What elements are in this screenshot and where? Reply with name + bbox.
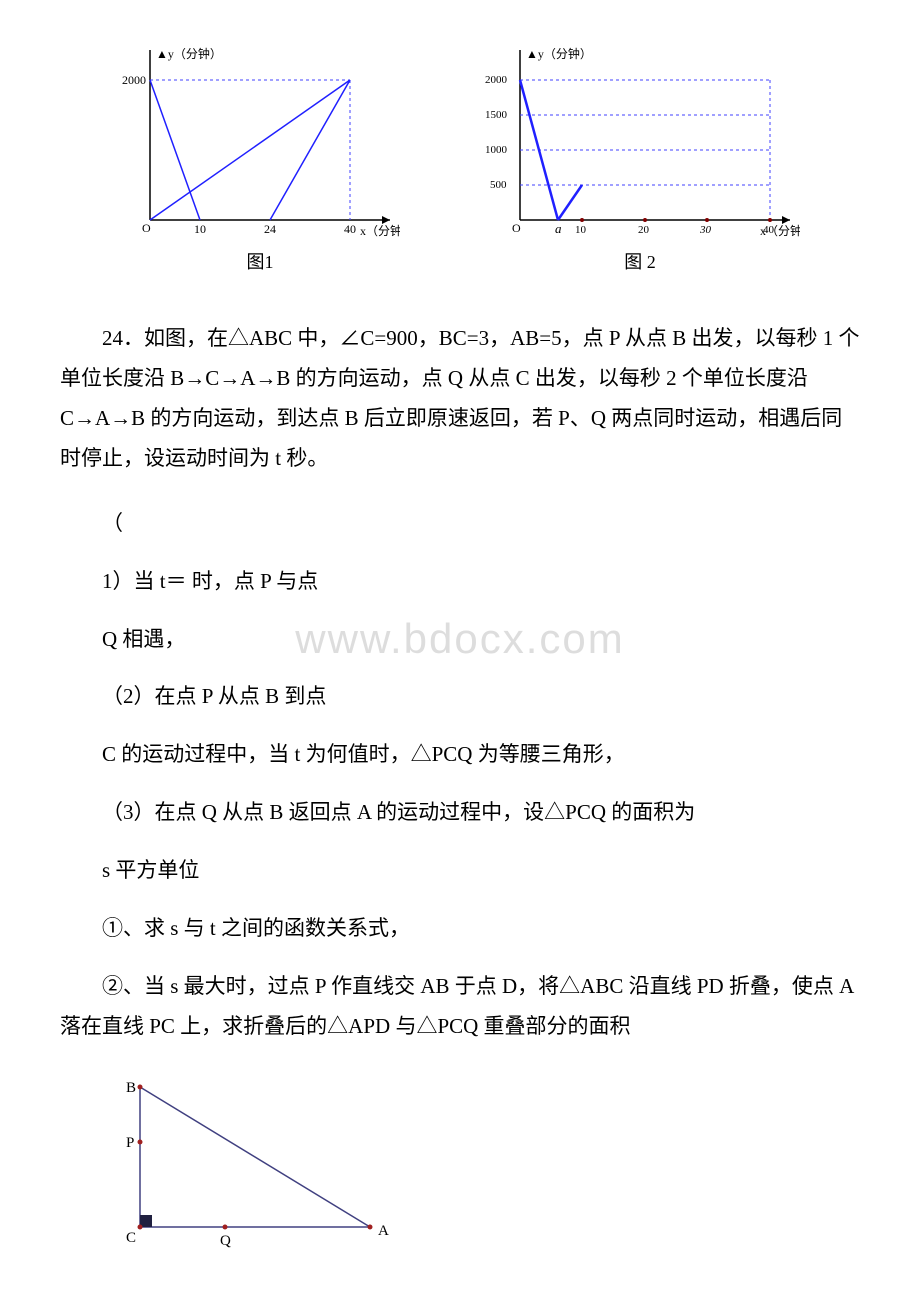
problem24-part3-sub2: ②、当 s 最大时，过点 P 作直线交 AB 于点 D，将△ABC 沿直线 PD…	[60, 967, 860, 1047]
triangle-svg: B P C Q A	[120, 1077, 420, 1257]
chart1-wrapper: ▲y（分钟） x（分钟） O 2000 10 24 40 图1	[120, 40, 400, 279]
problem24-part1-line1: 1）当 t＝ 时，点 P 与点	[60, 562, 860, 602]
chart1-caption: 图1	[120, 245, 400, 279]
watermark-row: www.bdocx.com Q 相遇，	[60, 620, 860, 660]
chart2-origin: O	[512, 221, 521, 235]
problem24-part1-line2: Q 相遇，	[60, 620, 860, 660]
chart2-x30: 30	[699, 224, 712, 236]
problem24-part3-line2: s 平方单位	[60, 851, 860, 891]
triangle-C: C	[126, 1230, 136, 1246]
problem24-part2-line2: C 的运动过程中，当 t 为何值时，△PCQ 为等腰三角形，	[60, 735, 860, 775]
chart2-svg: ▲y（分钟） x（分钟） O 500 1000 1500 2000 a 10 2…	[480, 40, 800, 240]
problem24-main: 24．如图，在△ABC 中，∠C=900，BC=3，AB=5，点 P 从点 B …	[60, 319, 860, 479]
chart1-x-label: x（分钟）	[360, 223, 400, 238]
problem24-part2-line1: （2）在点 P 从点 B 到点	[60, 677, 860, 717]
chart2-y1000: 1000	[485, 144, 508, 156]
chart1-svg: ▲y（分钟） x（分钟） O 2000 10 24 40	[120, 40, 400, 240]
triangle-P: P	[126, 1135, 134, 1151]
chart1-x10: 10	[194, 222, 206, 236]
chart1-x40: 40	[344, 222, 356, 236]
chart1-y2000: 2000	[122, 73, 146, 87]
chart2-y1500: 1500	[485, 109, 508, 121]
triangle-A: A	[378, 1223, 389, 1239]
triangle-B: B	[126, 1080, 136, 1096]
chart2-x40: 40	[763, 224, 775, 236]
chart2-x20: 20	[638, 224, 650, 236]
problem24-part3-sub1: ①、求 s 与 t 之间的函数关系式，	[60, 909, 860, 949]
triangle-Q: Q	[220, 1233, 231, 1249]
problem24-part3: （3）在点 Q 从点 B 返回点 A 的运动过程中，设△PCQ 的面积为	[60, 793, 860, 833]
chart1-origin: O	[142, 221, 151, 235]
problem24-paren: （	[60, 504, 860, 544]
triangle-figure: B P C Q A	[60, 1077, 860, 1257]
chart2-y-label: ▲y（分钟）	[526, 46, 592, 61]
chart1-x24: 24	[264, 222, 276, 236]
chart2-x10: 10	[575, 224, 587, 236]
chart1-y-label: ▲y（分钟）	[156, 46, 222, 61]
chart2-a: a	[555, 221, 562, 236]
chart2-y500: 500	[490, 179, 507, 191]
chart2-y2000: 2000	[485, 74, 508, 86]
charts-row: ▲y（分钟） x（分钟） O 2000 10 24 40 图1 ▲y（分钟） x…	[60, 40, 860, 279]
chart2-wrapper: ▲y（分钟） x（分钟） O 500 1000 1500 2000 a 10 2…	[480, 40, 800, 279]
chart2-caption: 图 2	[480, 245, 800, 279]
